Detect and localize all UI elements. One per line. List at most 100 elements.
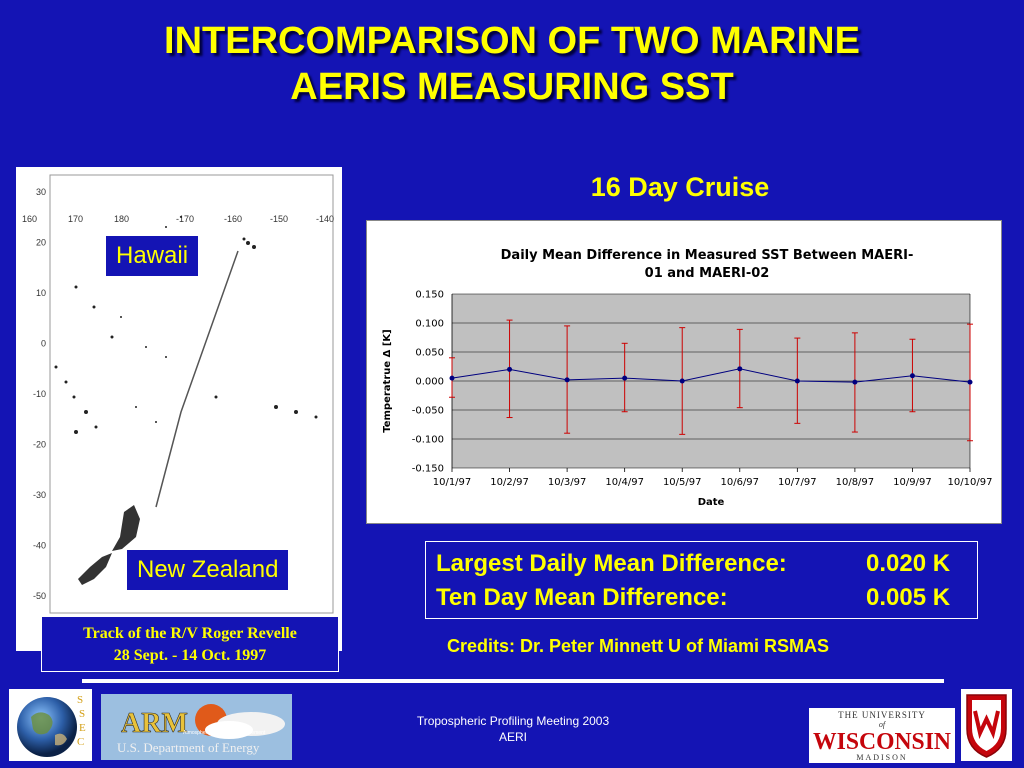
map-lat-tick: 10	[36, 288, 46, 298]
x-tick-label: 10/3/97	[548, 477, 587, 488]
footer-divider	[82, 679, 944, 683]
x-tick-label: 10/8/97	[836, 477, 875, 488]
nz-north-island	[112, 505, 140, 551]
y-axis-label: Temperatrue Δ [K]	[382, 329, 393, 433]
map-caption-line-2: 28 Sept. - 14 Oct. 1997	[113, 647, 267, 664]
data-point	[737, 366, 743, 372]
ten-day-value: 0.005 K	[866, 584, 951, 611]
x-tick-label: 10/2/97	[490, 477, 529, 488]
largest-diff-label: Largest Daily Mean Difference:	[436, 550, 787, 577]
ssec-letter-3: E	[79, 722, 86, 734]
x-axis-label: Date	[698, 497, 725, 508]
ssec-letter-2: S	[79, 708, 85, 720]
ssec-letter-1: S	[77, 694, 83, 706]
data-points	[449, 366, 973, 385]
arm-text: ARM	[121, 708, 188, 739]
uw-wordmark-logo: THE UNIVERSITY of WISCONSIN MADISON	[809, 708, 955, 763]
y-tick-label: -0.150	[412, 464, 444, 475]
chart-title-line-1: Daily Mean Difference in Measured SST Be…	[501, 248, 914, 263]
uw-line-3: MADISON	[856, 753, 907, 762]
uw-line-2: WISCONSIN	[813, 729, 952, 755]
map-lon-tick: -170	[176, 214, 194, 224]
x-tick-label: 10/5/97	[663, 477, 702, 488]
x-tick-label: 10/7/97	[778, 477, 817, 488]
map-lat-tick: -40	[33, 541, 46, 551]
ten-day-label: Ten Day Mean Difference:	[436, 584, 728, 611]
data-point	[564, 377, 570, 383]
y-tick-label: 0.000	[415, 377, 444, 388]
x-tick-label: 10/10/97	[948, 477, 993, 488]
data-point	[507, 366, 513, 372]
data-point	[449, 375, 455, 381]
map-lon-tick: -160	[224, 214, 242, 224]
y-tick-label: 0.100	[415, 319, 444, 330]
cruise-track-map: 160 170 180 -170 -160 -150 -140 30 20 10 0 -10 -20 -…	[16, 167, 342, 651]
hawaii-label: Hawaii	[105, 235, 200, 277]
pacific-islands	[54, 216, 318, 434]
uw-crest-icon	[966, 694, 1007, 758]
x-tick-label: 10/6/97	[720, 477, 759, 488]
ssec-logo: S S E C	[9, 689, 92, 761]
map-lat-tick: -20	[33, 440, 46, 450]
data-point	[909, 373, 915, 379]
y-tick-labels: 0.150 0.100 0.050 0.000 -0.050 -0.100 -0.150	[412, 290, 444, 475]
x-tick-labels: 10/1/97 10/2/97 10/3/97 10/4/97 10/5/97 10/6/…	[433, 468, 993, 488]
new-zealand-label: New Zealand	[126, 549, 290, 591]
chart-title-line-2: 01 and MAERI-02	[645, 266, 770, 281]
doe-text: U.S. Department of Energy	[117, 740, 260, 755]
map-caption-line-1: Track of the R/V Roger Revelle	[83, 625, 297, 642]
y-tick-label: -0.100	[412, 435, 444, 446]
credits-text: Credits: Dr. Peter Minnett U of Miami RS…	[447, 636, 830, 656]
x-tick-label: 10/4/97	[605, 477, 644, 488]
uw-line-1: THE UNIVERSITY	[838, 710, 926, 720]
series-line	[451, 368, 971, 383]
cruise-track-line	[155, 250, 239, 508]
map-frame	[49, 174, 334, 614]
footer-line-2: AERI	[498, 730, 527, 744]
map-lon-tick: 160	[22, 214, 37, 224]
page-title: INTERCOMPARISON OF TWO MARINE AERIS MEAS…	[0, 18, 1024, 110]
map-lat-ticks: 30 20 10 0 -10 -20 -30 -40 -50	[33, 187, 46, 601]
arm-small-text: Atmospheric Radiation Measurement	[183, 730, 266, 736]
map-lat-tick: -30	[33, 490, 46, 500]
sst-difference-chart: Daily Mean Difference in Measured SST Be…	[366, 220, 1002, 524]
map-drawing: 160 170 180 -170 -160 -150 -140 30 20 10 0 -10 -20 -…	[22, 174, 334, 614]
uw-wordmark-icon: THE UNIVERSITY of WISCONSIN MADISON	[813, 710, 952, 762]
map-lon-tick: -140	[316, 214, 334, 224]
largest-diff-value: 0.020 K	[866, 550, 951, 577]
y-tick-label: 0.150	[415, 290, 444, 301]
nz-south-island	[78, 553, 112, 585]
map-lon-tick: 180	[114, 214, 129, 224]
x-tick-label: 10/1/97	[433, 477, 472, 488]
footer-meeting-text: Tropospheric Profiling Meeting 2003 AERI	[388, 713, 638, 745]
ssec-letter-4: C	[77, 736, 84, 748]
cruise-subtitle: 16 Day Cruise	[590, 172, 770, 202]
arm-doe-logo: ARM Atmospheric Radiation Measurement U.…	[101, 694, 292, 760]
stats-box: Largest Daily Mean Difference: 0.020 K T…	[425, 541, 978, 619]
map-lat-tick: 20	[36, 238, 46, 248]
uw-crest-logo	[961, 689, 1012, 761]
title-line-1: INTERCOMPARISON OF TWO MARINE	[164, 20, 860, 62]
title-line-2: AERIS MEASURING SST	[290, 66, 734, 108]
y-tick-label: -0.050	[412, 406, 444, 417]
map-lat-tick: 0	[41, 339, 46, 349]
uw-of: of	[879, 720, 887, 729]
arm-logo-icon: ARM Atmospheric Radiation Measurement U.…	[101, 694, 292, 760]
data-point	[967, 379, 973, 385]
data-point	[679, 378, 685, 384]
map-lat-tick: -10	[33, 389, 46, 399]
data-point	[794, 378, 800, 384]
map-lon-tick: -150	[270, 214, 288, 224]
ssec-globe-icon: S S E C	[17, 694, 86, 757]
map-lon-ticks: 160 170 180 -170 -160 -150 -140	[22, 214, 334, 224]
map-lon-tick: 170	[68, 214, 83, 224]
footer-line-1: Tropospheric Profiling Meeting 2003	[416, 714, 610, 728]
x-tick-label: 10/9/97	[893, 477, 932, 488]
map-caption: Track of the R/V Roger Revelle 28 Sept. …	[41, 616, 339, 672]
data-point	[622, 375, 628, 381]
data-point	[852, 379, 858, 385]
map-lat-tick: -50	[33, 591, 46, 601]
y-tick-label: 0.050	[415, 348, 444, 359]
chart-svg: Daily Mean Difference in Measured SST Be…	[382, 248, 993, 508]
map-lat-tick: 30	[36, 187, 46, 197]
